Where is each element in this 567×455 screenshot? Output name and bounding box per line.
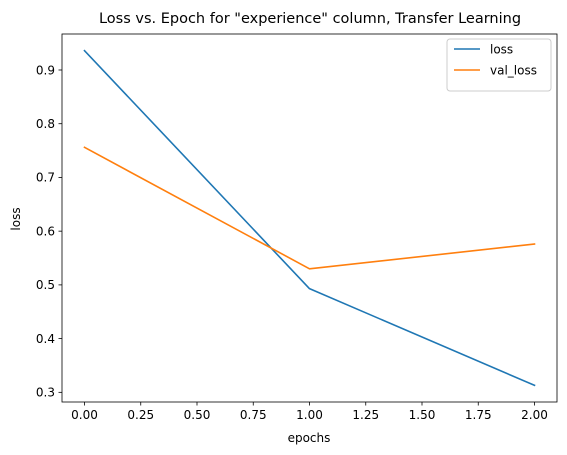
legend: loss val_loss — [446, 38, 552, 92]
y-axis-label: loss — [9, 207, 23, 230]
x-axis-label: epochs — [288, 431, 331, 445]
x-tick-label: 1.25 — [352, 408, 379, 422]
series-line-val-loss — [83, 146, 536, 270]
series-line-loss — [83, 49, 536, 387]
y-tick-label: 0.3 — [36, 386, 55, 400]
x-tick-label: 0.25 — [127, 408, 154, 422]
x-tick-label: 0.75 — [240, 408, 267, 422]
y-axis: 0.3 0.4 0.5 0.6 0.7 0.8 0.9 — [36, 63, 62, 400]
x-tick-label: 2.00 — [521, 408, 548, 422]
x-tick-label: 0.50 — [184, 408, 211, 422]
x-tick-label: 1.00 — [296, 408, 323, 422]
y-tick-label: 0.9 — [36, 63, 55, 77]
x-tick-label: 1.75 — [465, 408, 492, 422]
y-tick-label: 0.6 — [36, 224, 55, 238]
series-lines — [83, 49, 536, 387]
x-tick-label: 0.00 — [71, 408, 98, 422]
legend-box — [446, 38, 552, 92]
x-axis: 0.00 0.25 0.50 0.75 1.00 1.25 1.50 1.75 2.00 — [71, 402, 548, 422]
legend-label-val-loss: val_loss — [490, 63, 537, 77]
x-tick-label: 1.50 — [409, 408, 436, 422]
chart-title: Loss vs. Epoch for "experience" column, … — [99, 11, 521, 27]
legend-label-loss: loss — [490, 42, 513, 56]
y-tick-label: 0.7 — [36, 171, 55, 185]
y-tick-label: 0.4 — [36, 332, 55, 346]
y-tick-label: 0.8 — [36, 117, 55, 131]
y-tick-label: 0.5 — [36, 278, 55, 292]
